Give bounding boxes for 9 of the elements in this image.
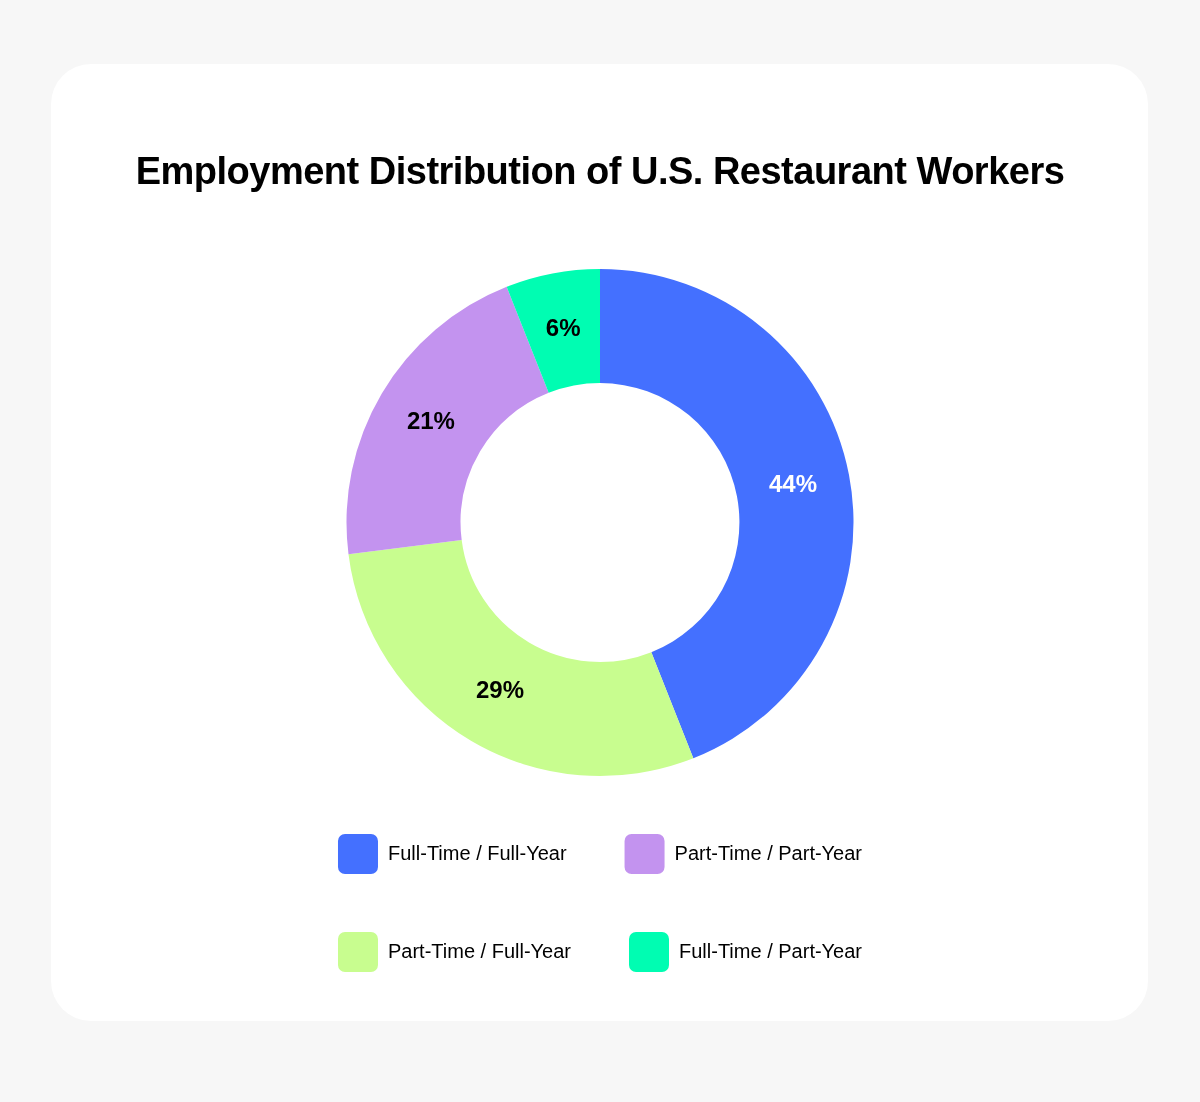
data-label: 29% [475,676,525,704]
legend-label: Part-Time / Full-Year [387,939,572,962]
chart-title: Employment Distribution of U.S. Restaurant Workers [134,150,1066,193]
legend-label: Part-Time / Part-Year [674,841,863,864]
data-label: 21% [406,407,455,435]
data-label: 6% [545,314,581,342]
legend-label: Full-Time / Part-Year [679,939,863,962]
legend-label: Full-Time / Full-Year [387,841,567,864]
data-label: 44% [768,470,818,498]
